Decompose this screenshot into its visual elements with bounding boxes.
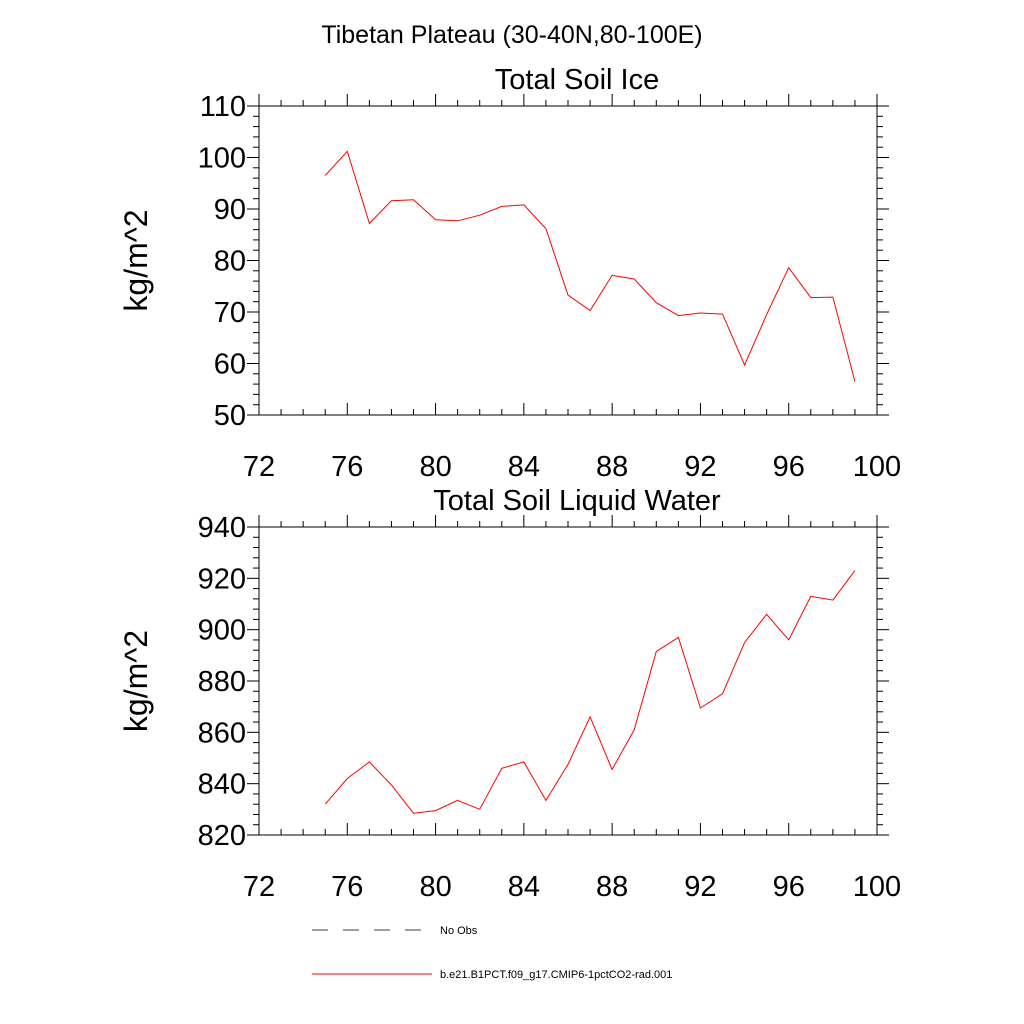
panel-title: Total Soil Liquid Water (433, 485, 721, 517)
y-tick-label: 70 (214, 297, 246, 329)
y-tick-label: 860 (198, 717, 246, 749)
x-tick-label: 84 (508, 871, 540, 903)
x-tick-label: 88 (596, 871, 628, 903)
x-tick-label: 80 (419, 871, 451, 903)
y-tick-label: 880 (198, 666, 246, 698)
figure-title: Tibetan Plateau (30-40N,80-100E) (321, 21, 702, 49)
x-tick-label: 72 (243, 451, 275, 483)
y-tick-label: 820 (198, 820, 246, 852)
panel-total-soil-liquid-water: Total Soil Liquid Water kg/m^2 72 76 80 84 88 9… (118, 485, 901, 903)
plot-frame (258, 105, 878, 416)
y-tick-label: 840 (198, 769, 246, 801)
y-tick-label: 50 (214, 400, 246, 432)
y-tick-label: 90 (214, 194, 246, 226)
x-tick-label: 80 (419, 451, 451, 483)
x-tick-label: 100 (853, 451, 901, 483)
panel-total-soil-ice: Total Soil Ice kg/m^2 72 76 80 84 88 92 96 100 50 6… (118, 64, 901, 483)
series-line (324, 150, 856, 382)
plot-frame (258, 526, 878, 836)
x-tick-label: 84 (508, 451, 540, 483)
x-tick-label: 96 (773, 451, 805, 483)
x-tick-label: 76 (331, 451, 363, 483)
y-tick-label: 110 (200, 91, 246, 123)
series-line (324, 570, 856, 814)
x-tick-label: 72 (243, 871, 275, 903)
panel-title: Total Soil Ice (495, 64, 659, 96)
y-tick-label: 920 (198, 563, 246, 595)
x-tick-label: 76 (331, 871, 363, 903)
x-tick-label: 92 (684, 871, 716, 903)
y-tick-label: 900 (198, 615, 246, 647)
legend-label-no-obs: No Obs (440, 925, 478, 937)
x-tick-label: 96 (773, 871, 805, 903)
y-tick-label: 100 (198, 143, 246, 175)
y-axis-label: kg/m^2 (118, 630, 154, 732)
y-tick-label: 80 (214, 246, 246, 278)
legend-label-model-run: b.e21.B1PCT.f09_g17.CMIP6-1pctCO2-rad.00… (440, 969, 672, 981)
x-tick-label: 88 (596, 451, 628, 483)
legend: No Obs b.e21.B1PCT.f09_g17.CMIP6-1pctCO2… (312, 925, 672, 981)
y-axis-label: kg/m^2 (118, 209, 154, 311)
x-tick-label: 100 (853, 871, 901, 903)
y-tick-label: 940 (198, 512, 246, 544)
y-tick-label: 60 (214, 349, 246, 381)
x-tick-label: 92 (684, 451, 716, 483)
